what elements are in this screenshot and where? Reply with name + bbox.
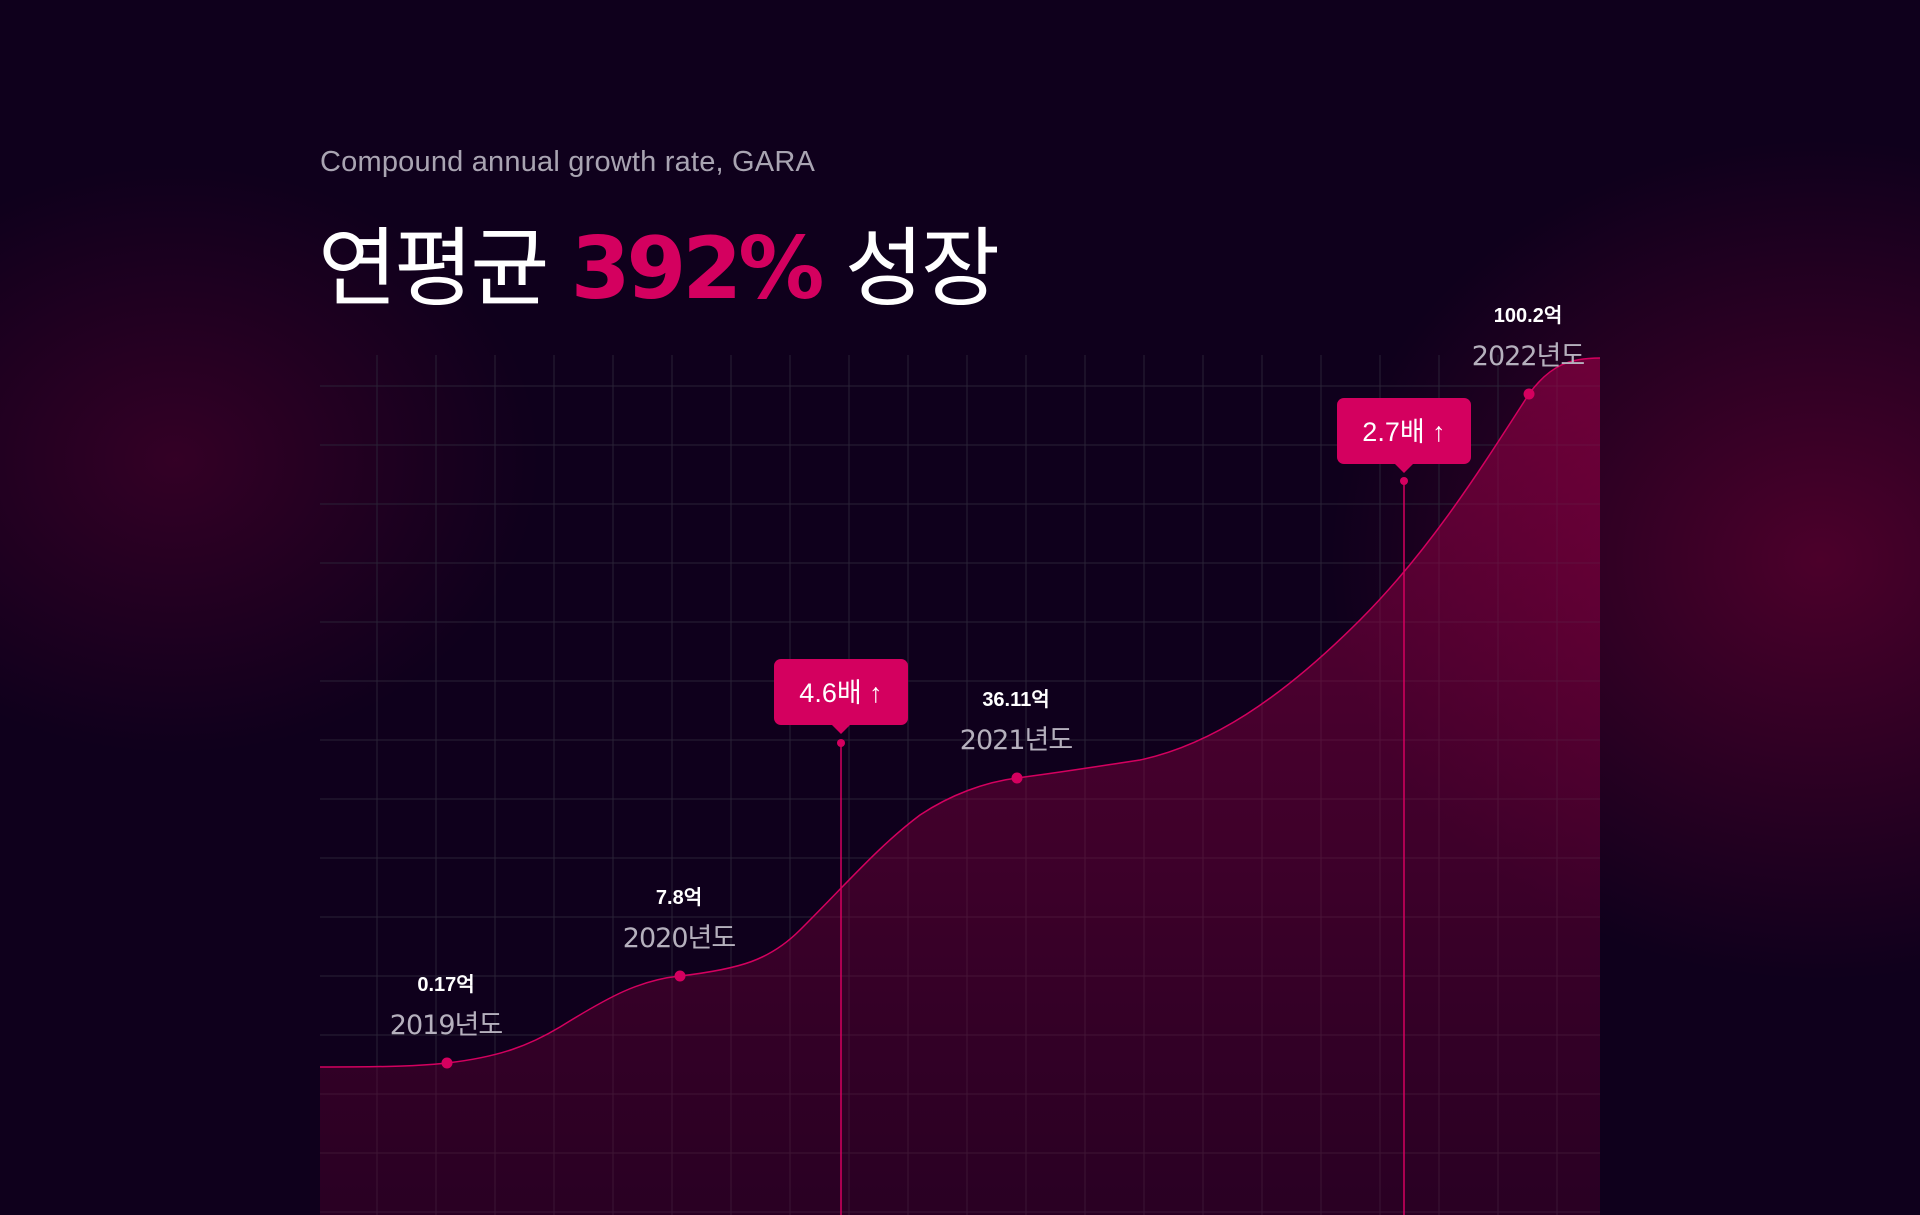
data-point — [441, 1057, 453, 1069]
page-title: 연평균 392% 성장 — [318, 198, 1000, 323]
badge-pointer — [1395, 464, 1413, 473]
year-label: 2019년도 — [390, 1010, 503, 1041]
growth-annotations: 4.6배 ↑ 2.7배 ↑ — [774, 398, 1471, 1215]
badge-label: 2.7배 ↑ — [1362, 417, 1445, 447]
badge-pointer — [832, 725, 850, 734]
year-label: 2020년도 — [623, 923, 736, 954]
badge-box — [774, 659, 908, 725]
data-points: 0.17억 2019년도 7.8억 2020년도 36.11억 2021년도 100.2억 2… — [390, 304, 1585, 1069]
badge-label: 4.6배 ↑ — [799, 678, 882, 708]
value-label: 100.2억 — [1494, 304, 1562, 327]
growth-area — [320, 358, 1600, 1215]
data-point — [1523, 388, 1535, 400]
growth-badge: 2.7배 ↑ — [1337, 398, 1471, 1215]
title-prefix: 연평균 — [318, 219, 549, 319]
chart-subtitle: Compound annual growth rate, GARA — [320, 146, 816, 178]
badge-anchor-dot — [837, 739, 845, 747]
title-accent: 392% — [570, 219, 825, 319]
title-suffix: 성장 — [844, 219, 1000, 319]
badge-anchor-dot — [1400, 477, 1408, 485]
value-label: 36.11억 — [982, 688, 1049, 711]
value-label: 7.8억 — [656, 886, 702, 909]
year-label: 2022년도 — [1472, 341, 1585, 372]
growth-line — [319, 357, 1601, 1068]
badge-box — [1337, 398, 1471, 464]
value-label: 0.17억 — [417, 973, 474, 996]
year-label: 2021년도 — [960, 725, 1073, 756]
data-point — [674, 970, 686, 982]
data-point — [1011, 772, 1023, 784]
growth-badge: 4.6배 ↑ — [774, 659, 908, 1215]
